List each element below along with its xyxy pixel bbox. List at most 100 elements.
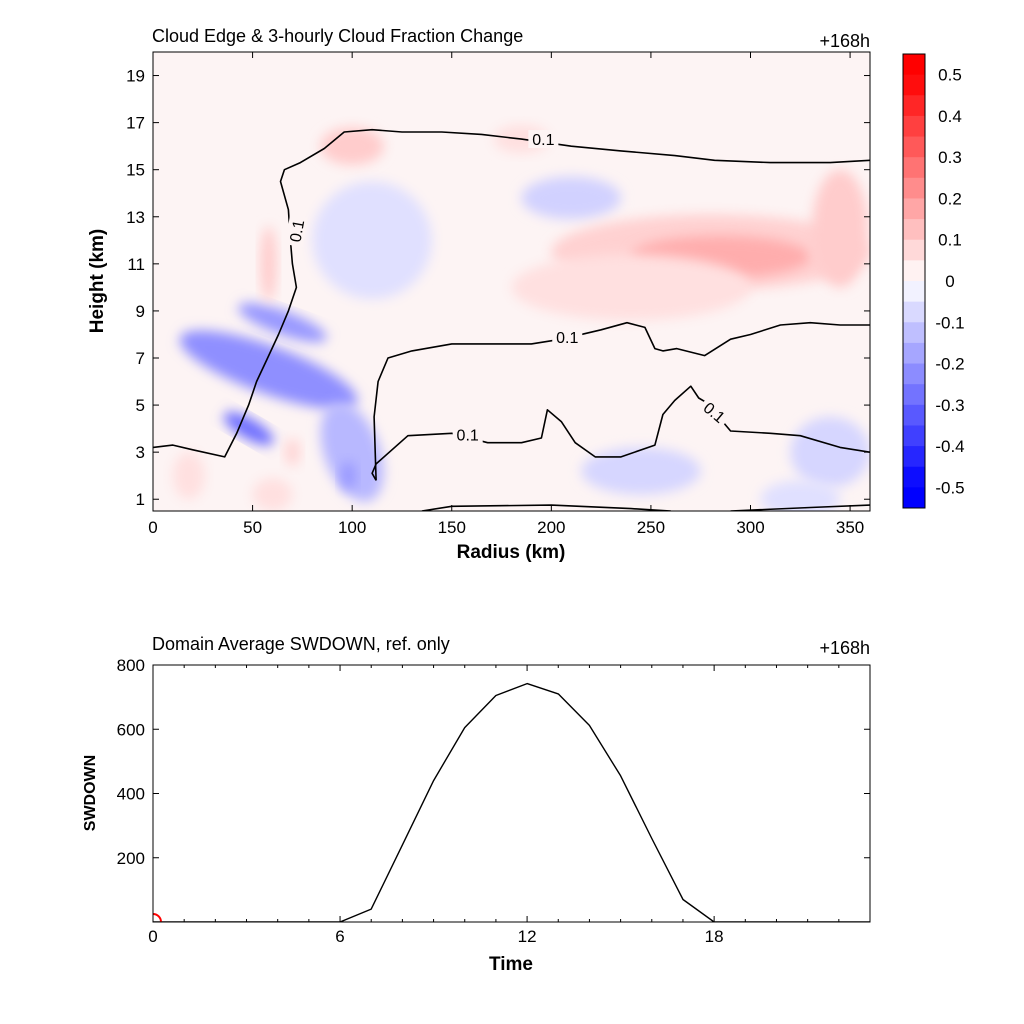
colorbar-band (903, 95, 925, 117)
colorbar-band (903, 260, 925, 282)
contour-labels: 0.10.10.10.10.1 (284, 130, 732, 445)
series-line-swdown (153, 682, 870, 922)
x-tick-label: 200 (537, 518, 565, 537)
x-tick-label: 300 (736, 518, 764, 537)
contour-label-bg (452, 425, 483, 444)
colorbar-band (903, 177, 925, 199)
y-tick-label: 800 (117, 656, 145, 675)
colorbar-label: -0.4 (935, 437, 964, 456)
colorbar-band (903, 342, 925, 365)
colorbar-band (903, 487, 925, 509)
colorbar-band (903, 198, 925, 220)
time-label: +168h (819, 31, 870, 51)
y-axis-label-2: SWDOWN (82, 755, 99, 831)
colorbar-band (903, 239, 925, 261)
y-tick-label: 600 (117, 720, 145, 739)
colorbar-band (903, 425, 925, 447)
x-tick-label: 50 (243, 518, 262, 537)
x-axis-ticks: 0 50 100 150 200 250 300 350 (148, 52, 864, 537)
anomaly-region-6 (521, 176, 622, 220)
colorbar-band (903, 157, 925, 179)
x-tick-label: 18 (705, 927, 724, 946)
anomaly-region-0 (179, 330, 358, 410)
contour-label-1-0: 0.1 (457, 428, 479, 445)
colorbar: 0.5 0.4 0.3 0.2 0.1 0 -0.1 -0.2 -0.3 -0.4 -0.5 (903, 54, 965, 509)
colorbar-label: 0.1 (938, 231, 962, 250)
colorbar-label: -0.3 (935, 396, 964, 415)
y-tick-label: 15 (126, 161, 145, 180)
contour-label-bg (552, 327, 583, 346)
contour-label-bg (284, 214, 308, 248)
colorbar-band (903, 115, 925, 138)
swdown-panel: Domain Average SWDOWN, ref. only +168h 0… (82, 634, 871, 975)
colorbar-label: -0.5 (935, 478, 964, 497)
anomaly-region-17 (252, 478, 293, 511)
y-tick-label: 1 (136, 490, 145, 509)
x-tick-label: 0 (148, 518, 157, 537)
y-tick-label: 5 (136, 396, 145, 415)
x-tick-label: 150 (438, 518, 466, 537)
y-tick-label: 17 (126, 114, 145, 133)
y-axis-label: Height (km) (87, 229, 108, 334)
colorbar-label: -0.2 (935, 355, 964, 374)
colorbar-band (903, 54, 925, 76)
plot-background-2 (153, 665, 870, 922)
plot-frame (152, 51, 871, 512)
anomaly-region-9 (760, 480, 841, 511)
time-label-2: +168h (819, 638, 870, 658)
contour-label-0-1: 0.1 (532, 132, 554, 149)
colorbar-band (903, 404, 925, 426)
panel-title: Cloud Edge & 3-hourly Cloud Fraction Cha… (152, 26, 523, 46)
anomaly-field (172, 124, 870, 511)
anomaly-region-3 (320, 402, 384, 502)
colorbar-band (903, 74, 925, 96)
colorbar-band (903, 322, 925, 344)
colorbar-frame (902, 53, 926, 509)
x-axis-label-2: Time (489, 954, 533, 975)
y-tick-label: 3 (136, 443, 145, 462)
contour-label-bg (528, 130, 559, 149)
y-tick-label: 9 (136, 302, 145, 321)
x-tick-label: 250 (637, 518, 665, 537)
contour-label-bg (697, 395, 732, 429)
anomaly-region-2 (238, 303, 327, 343)
anomaly-region-12 (511, 254, 751, 321)
colorbar-label: 0.5 (938, 66, 962, 85)
colorbar-label: 0.4 (938, 107, 962, 126)
contour-line-1 (371, 385, 870, 481)
y-tick-label: 200 (117, 849, 145, 868)
anomaly-region-8 (790, 416, 870, 488)
contour-label-2-0: 0.1 (556, 330, 578, 347)
x-tick-label: 350 (836, 518, 864, 537)
anomaly-region-14 (320, 127, 385, 165)
colorbar-band (903, 301, 925, 323)
anomaly-region-13 (812, 169, 869, 288)
colorbar-label: 0.3 (938, 148, 962, 167)
anomaly-region-19 (284, 438, 301, 467)
anomaly-region-7 (581, 447, 701, 495)
colorbar-band (903, 219, 925, 241)
colorbar-band (903, 363, 925, 385)
colorbar-band (903, 446, 925, 468)
x-tick-label: 6 (335, 927, 344, 946)
cloud-fraction-panel: Cloud Edge & 3-hourly Cloud Fraction Cha… (87, 26, 965, 563)
y-tick-label: 13 (126, 208, 145, 227)
x-tick-label: 12 (518, 927, 537, 946)
anomaly-region-5 (312, 181, 432, 300)
colorbar-band (903, 281, 925, 303)
colorbar-band (903, 466, 925, 488)
contour-line-2 (373, 321, 870, 481)
x-tick-label: 0 (148, 927, 157, 946)
contour-label-0-0: 0.1 (288, 219, 309, 244)
x-axis-ticks-2: 0 6 12 18 (148, 665, 871, 946)
y-tick-label: 19 (126, 67, 145, 86)
anomaly-region-1 (223, 412, 274, 446)
contour-line-0 (153, 128, 870, 458)
x-axis-label: Radius (km) (457, 542, 566, 563)
anomaly-region-16 (260, 226, 277, 302)
anomaly-region-18 (172, 452, 205, 500)
panel-title-2: Domain Average SWDOWN, ref. only (152, 634, 450, 654)
colorbar-band (903, 384, 925, 406)
